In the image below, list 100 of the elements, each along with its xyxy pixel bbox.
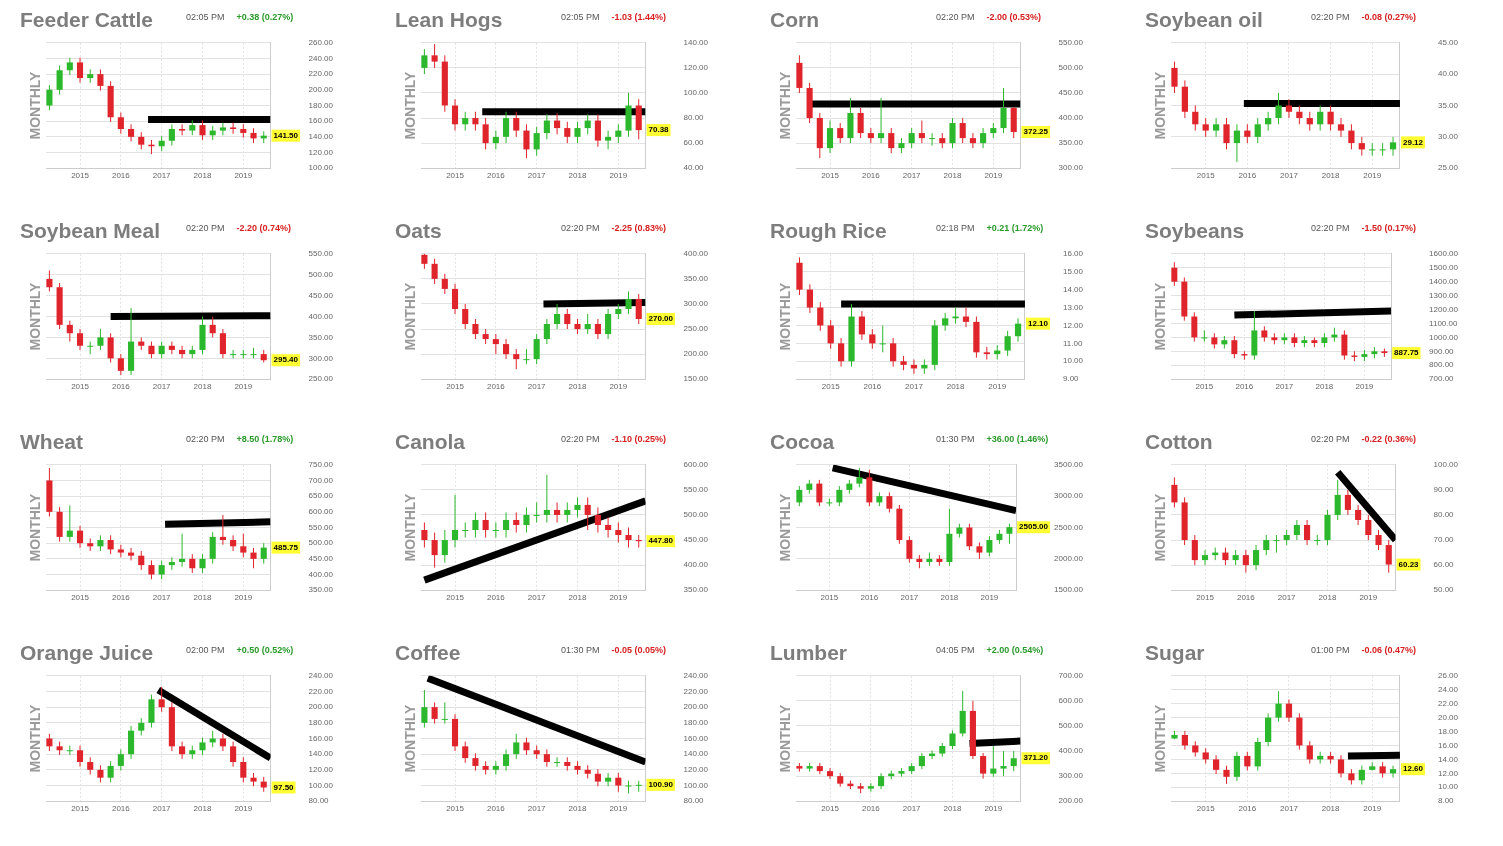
candlestick [969, 132, 976, 149]
annotation: 100.90 [648, 780, 674, 790]
chart-title: Feeder Cattle [20, 8, 154, 31]
chart-title: Cocoa [770, 430, 835, 453]
candlestick [1293, 519, 1300, 541]
y-tick-label: 550.00 [308, 249, 334, 258]
y-tick-label: 180.00 [683, 718, 709, 728]
y-axis-title: MONTHLY [1151, 703, 1168, 773]
chart-subtitle: 01:30 PM [936, 434, 975, 444]
y-tick-label: 200.00 [308, 85, 334, 95]
y-tick-label: 250.00 [308, 374, 334, 384]
y-tick-label: 100.00 [683, 780, 709, 790]
y-axis-title: MONTHLY [401, 70, 418, 140]
annotation: 70.38 [648, 125, 670, 135]
x-tick-label: 2018 [1318, 593, 1337, 603]
y-tick-label: 500.00 [308, 269, 334, 279]
candlestick [543, 748, 550, 768]
candlestick [929, 132, 936, 147]
candlestick [1304, 519, 1311, 546]
candlestick [817, 301, 824, 332]
y-tick-label: 80.00 [308, 796, 330, 806]
candlestick [250, 347, 257, 359]
candlestick [564, 501, 571, 523]
candlestick [441, 529, 448, 564]
x-tick-label: 2019 [988, 382, 1007, 392]
x-tick-label: 2018 [943, 171, 962, 181]
candlestick [1285, 698, 1293, 723]
candlestick [986, 535, 993, 557]
candlestick [1171, 261, 1178, 287]
text: +0.50 (0.52%) [236, 645, 294, 655]
candlestick [1369, 142, 1376, 157]
x-tick-label: 2016 [1238, 171, 1257, 181]
candlestick [1000, 750, 1007, 777]
candlestick [1010, 106, 1017, 139]
y-tick-label: 180.00 [308, 718, 334, 728]
candlestick [158, 559, 165, 580]
text: +8.50 (1.78%) [236, 434, 294, 444]
annotation: 29.12 [1402, 137, 1424, 147]
x-tick-label: 2016 [863, 382, 882, 392]
chart-title: Orange Juice [20, 641, 154, 664]
candlestick [462, 111, 469, 132]
candlestick [1231, 335, 1238, 359]
y-tick-label: 120.00 [308, 765, 334, 775]
candlestick [918, 120, 925, 144]
candlestick [888, 127, 895, 154]
candlestick [117, 748, 124, 772]
y-tick-label: 12.00 [1062, 320, 1084, 330]
y-tick-label: 500.00 [1058, 721, 1084, 731]
candlestick [990, 745, 997, 778]
candlestick [523, 506, 530, 534]
x-tick-label: 2015 [1196, 593, 1215, 603]
candlestick [250, 547, 257, 569]
x-tick-label: 2015 [821, 382, 841, 392]
chart-subtitle: 02:20 PM [186, 223, 225, 233]
candlestick [66, 505, 73, 543]
candlestick [441, 701, 448, 725]
y-axis-title: MONTHLY [401, 492, 418, 562]
candlestick [605, 516, 612, 539]
x-tick-label: 2016 [1238, 804, 1257, 814]
candlestick [554, 756, 561, 768]
x-tick-label: 2016 [861, 171, 881, 181]
chart-title: Soybean oil [1145, 8, 1263, 31]
candlestick [594, 113, 601, 148]
candlestick [857, 107, 864, 139]
x-tick-label: 2015 [1196, 171, 1216, 181]
chart-subtitle: 02:18 PM [936, 223, 975, 233]
candlestick [980, 127, 987, 149]
y-axis-title: MONTHLY [776, 492, 793, 562]
candlestick [451, 283, 459, 315]
text: -0.22 (0.36%) [1361, 434, 1417, 444]
y-tick-label: 16.00 [1437, 740, 1459, 750]
candlestick [1233, 123, 1241, 163]
text: -2.20 (0.74%) [236, 223, 292, 233]
candlestick [179, 533, 186, 568]
candlestick [1355, 504, 1362, 526]
candlestick [513, 348, 520, 370]
candlestick [462, 303, 469, 330]
y-tick-label: 550.00 [308, 522, 334, 532]
y-tick-label: 550.00 [683, 485, 709, 495]
candlestick [543, 474, 550, 523]
y-tick-label: 450.00 [683, 535, 709, 545]
candlestick [1242, 549, 1249, 574]
y-tick-label: 250.00 [683, 324, 709, 334]
candlestick [502, 111, 510, 144]
annotation: 97.50 [273, 782, 295, 792]
candlestick [594, 506, 601, 534]
candlestick [554, 303, 561, 330]
candlestick [76, 328, 84, 351]
candlestick [76, 525, 84, 549]
candlestick [1191, 534, 1198, 566]
y-tick-label: 600.00 [683, 460, 709, 469]
candlestick [127, 725, 135, 760]
candlestick [796, 485, 803, 507]
candlestick [959, 690, 966, 737]
candlestick [906, 535, 913, 564]
text: -0.08 (0.27%) [1361, 12, 1417, 22]
x-tick-label: 2016 [486, 171, 506, 181]
candlestick [1317, 105, 1324, 132]
candlestick [635, 293, 642, 325]
y-axis-title: MONTHLY [1151, 492, 1168, 562]
